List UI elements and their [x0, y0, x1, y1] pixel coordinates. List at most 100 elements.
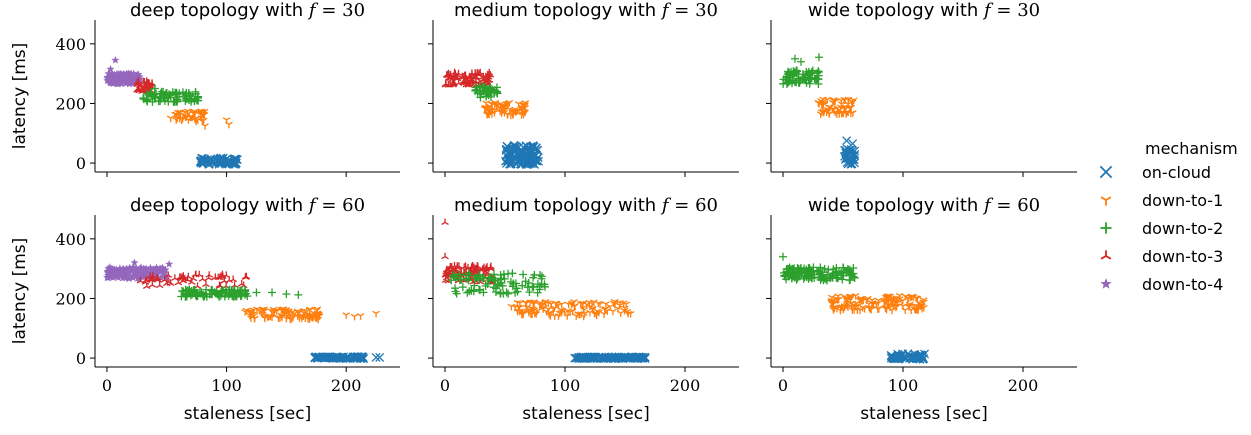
data-point [894, 352, 904, 362]
data-point [228, 158, 237, 168]
data-point [491, 107, 499, 114]
data-point [474, 264, 482, 272]
data-point [808, 274, 817, 283]
data-point [812, 75, 821, 84]
data-point [616, 300, 624, 307]
data-point [616, 353, 626, 363]
data-point [129, 262, 138, 271]
data-point [473, 86, 482, 95]
data-point [570, 303, 579, 311]
data-point [449, 272, 458, 281]
data-point [146, 268, 155, 276]
data-point [113, 78, 122, 87]
data-point [205, 271, 214, 278]
panel-title-prefix: wide topology with [808, 0, 984, 21]
data-point [622, 301, 631, 309]
data-point [111, 71, 120, 80]
data-point [156, 273, 165, 282]
data-point [278, 307, 287, 315]
data-point [463, 288, 472, 297]
data-point [211, 273, 220, 280]
data-point [475, 285, 484, 294]
data-point [114, 273, 123, 282]
data-point [588, 352, 597, 362]
panel-title: deep topology with f = 30 [130, 0, 365, 21]
data-point [441, 252, 449, 260]
data-point [342, 312, 350, 319]
data-point [225, 121, 233, 129]
data-point [149, 265, 158, 273]
data-point [512, 108, 521, 116]
data-point [505, 146, 514, 156]
data-point [491, 99, 500, 107]
series-down-to-3 [441, 68, 495, 89]
data-point [268, 288, 277, 297]
data-point [847, 98, 856, 106]
data-point [911, 307, 920, 314]
data-point [133, 80, 142, 87]
data-point [783, 78, 792, 87]
data-point [473, 68, 482, 76]
data-point [133, 72, 142, 80]
facet-panel: wide topology with f = 30 [766, 0, 1077, 177]
data-point [792, 78, 801, 87]
data-point [230, 159, 240, 169]
data-point [170, 97, 179, 106]
data-point [829, 305, 838, 312]
data-point [840, 106, 849, 113]
data-point [129, 71, 138, 80]
data-point [125, 267, 134, 276]
data-point [161, 265, 170, 274]
data-point [546, 313, 555, 320]
data-point [620, 307, 629, 315]
data-point [458, 283, 467, 292]
data-point [611, 301, 619, 309]
data-point [185, 285, 194, 294]
data-point [217, 155, 227, 165]
series-on-cloud [840, 136, 860, 169]
data-point [447, 276, 456, 285]
panel-title-value: = 60 [669, 195, 718, 216]
x-tick-label: 200 [670, 376, 701, 395]
data-point [844, 266, 853, 275]
data-point [133, 86, 141, 93]
data-point [514, 142, 524, 152]
data-point [504, 269, 513, 278]
data-point [247, 309, 256, 317]
data-point [294, 290, 303, 299]
data-point [205, 290, 214, 299]
panel-title-prefix: medium topology with [454, 0, 662, 21]
data-point [470, 274, 479, 283]
panel-title: wide topology with f = 30 [808, 0, 1040, 21]
data-point [164, 271, 173, 278]
data-point [504, 100, 513, 108]
data-point [814, 79, 823, 88]
data-point [566, 309, 574, 316]
data-point [833, 111, 841, 118]
data-point [487, 262, 495, 270]
data-point [184, 89, 193, 98]
legend-item-down-to-3: down-to-3 [1100, 247, 1223, 266]
legend-label: down-to-1 [1142, 191, 1223, 210]
data-point [481, 104, 490, 112]
data-point [274, 315, 283, 322]
data-point [484, 73, 493, 80]
data-point [145, 272, 154, 280]
data-point [799, 274, 808, 283]
data-point [333, 353, 343, 363]
data-point [834, 267, 843, 276]
legend-item-down-to-2: down-to-2 [1100, 219, 1223, 238]
data-point [202, 285, 211, 294]
legend-label: down-to-3 [1142, 247, 1223, 266]
data-point [547, 301, 556, 308]
data-point [128, 271, 137, 280]
data-point [191, 94, 200, 103]
data-point [107, 269, 116, 278]
data-point [841, 97, 849, 104]
data-point [915, 354, 925, 364]
data-point [825, 111, 834, 118]
y-tick-label: 0 [76, 349, 86, 368]
legend-item-down-to-4: down-to-4 [1100, 275, 1223, 294]
series-on-cloud [310, 352, 385, 364]
data-point [375, 353, 385, 362]
